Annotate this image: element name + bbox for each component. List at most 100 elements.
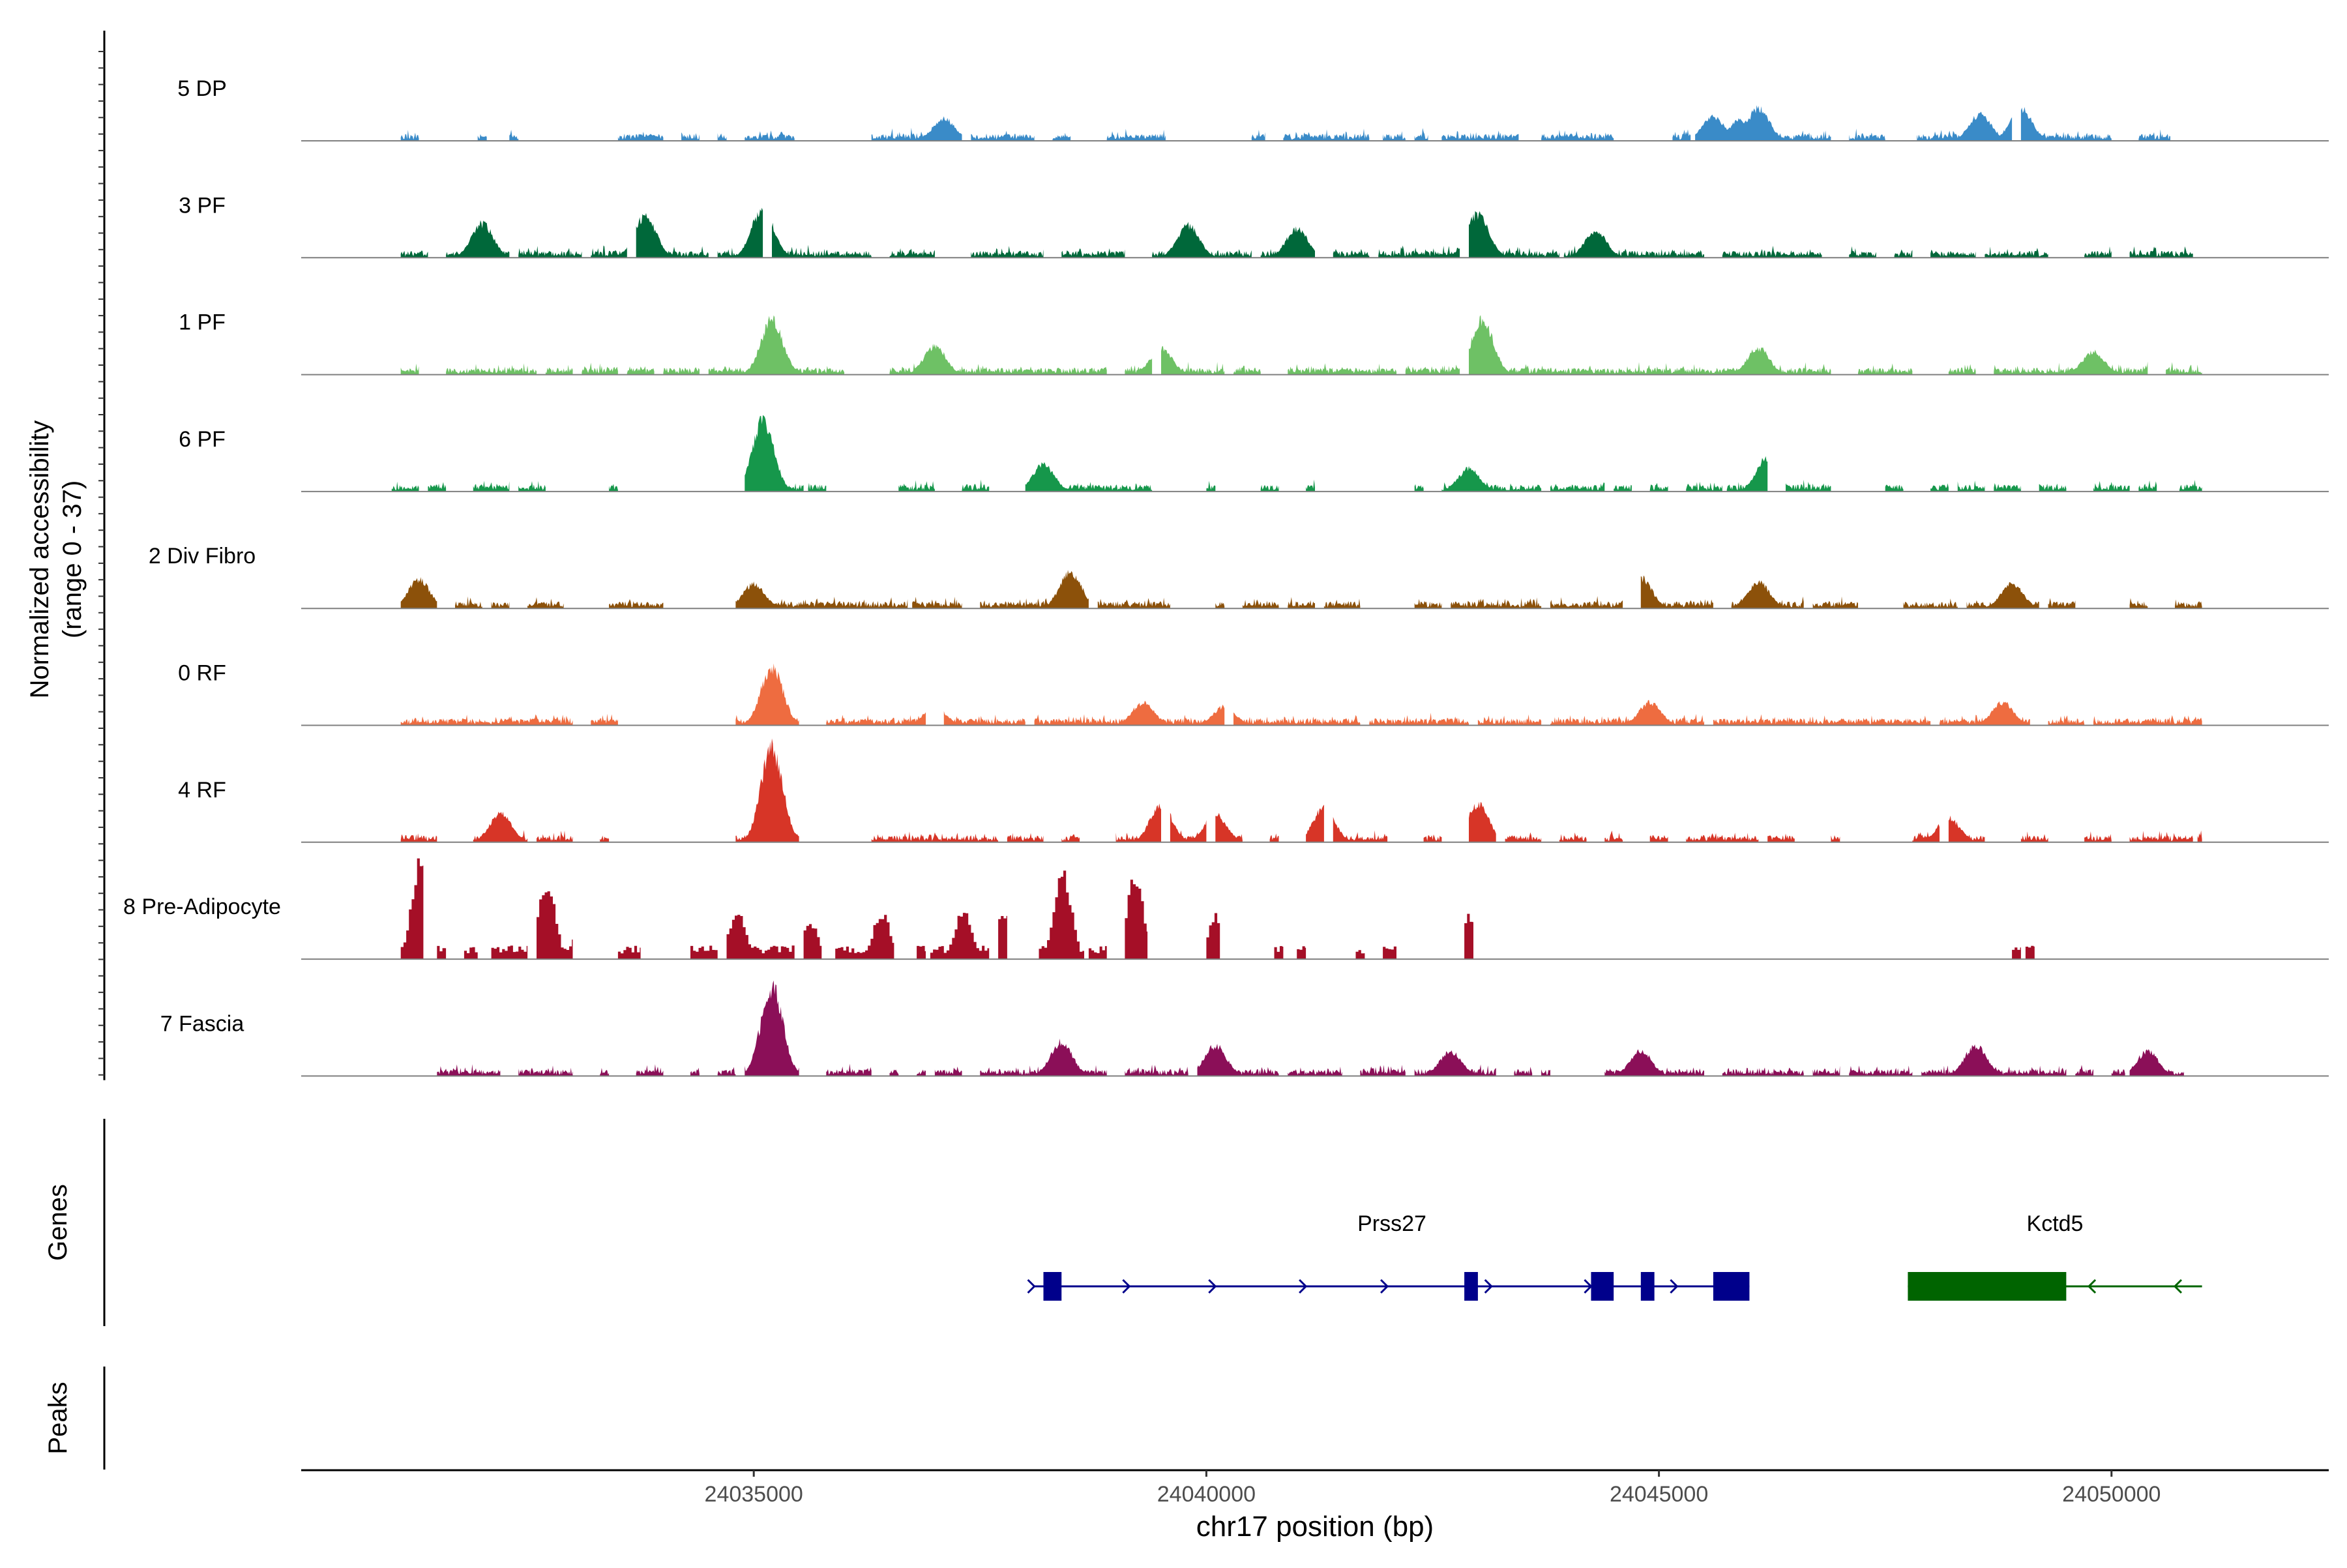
coverage-region [1559, 832, 1587, 842]
coverage-region [591, 245, 627, 258]
coverage-region [537, 831, 573, 842]
coverage-region [1251, 130, 1265, 141]
coverage-region [2129, 831, 2193, 842]
coverage-region [400, 858, 424, 960]
coverage-region [545, 364, 573, 375]
coverage-region [1269, 833, 1279, 842]
coverage-region [518, 1065, 573, 1076]
coverage-region [636, 213, 709, 258]
coverage-region [889, 1069, 899, 1076]
coverage-region [1061, 834, 1080, 842]
coverage-region [600, 835, 610, 842]
coverage-region [1288, 363, 1396, 375]
coverage-region [1994, 483, 2021, 492]
coverage-region [1604, 1049, 1704, 1076]
coverage-region [1288, 1067, 1342, 1076]
coverage-region [477, 134, 487, 141]
coverage-region [1115, 803, 1161, 842]
coverage-region [582, 362, 618, 375]
coverage-region [518, 246, 582, 258]
coverage-region [1414, 599, 1442, 609]
coverage-region [1206, 913, 1220, 960]
coverage-region [446, 363, 537, 375]
coverage-region [1713, 714, 1931, 726]
coverage-region [2111, 1069, 2125, 1076]
coverage-region [943, 711, 1026, 726]
coverage-region [898, 480, 935, 492]
coverage-region [745, 130, 795, 141]
gene-prss27 [1027, 1272, 1750, 1301]
coverage-region [1383, 946, 1396, 960]
coverage-region [826, 1063, 872, 1076]
coverage-region [889, 248, 935, 258]
coverage-region [609, 484, 618, 492]
strand-arrow [1670, 1279, 1679, 1294]
strand-arrow [1122, 1279, 1131, 1294]
coverage-region [636, 1064, 664, 1076]
coverage-region [391, 481, 419, 492]
coverage-region [1550, 596, 1623, 609]
coverage-region [803, 924, 822, 960]
coverage-region [1025, 462, 1080, 492]
coverage-region [1306, 479, 1315, 492]
coverage-region [735, 738, 799, 842]
coverage-region [1930, 250, 1976, 258]
coverage-region [1441, 466, 1542, 492]
coverage-region [400, 833, 437, 842]
coverage-region [1912, 824, 1940, 842]
coverage-region [1514, 1067, 1533, 1076]
coverage-region [745, 415, 804, 492]
coverage-region [826, 712, 926, 726]
coverage-region [1233, 365, 1261, 375]
strand-arrow [1484, 1279, 1493, 1294]
coverage-region [2075, 1065, 2093, 1076]
coverage-region [1940, 701, 2030, 726]
coverage-region [726, 915, 795, 960]
x-tick-label: 24035000 [705, 1482, 803, 1507]
track-9 [301, 980, 2329, 1077]
coverage-region [871, 116, 962, 141]
coverage-region [1288, 597, 1315, 609]
coverage-region [437, 945, 447, 960]
gene-kctd5 [1908, 1272, 2202, 1301]
coverage-region [1242, 599, 1279, 609]
gene-exon [1591, 1272, 1614, 1301]
coverage-region [1297, 946, 1306, 960]
coverage-region [600, 1068, 610, 1076]
coverage-region [835, 915, 894, 960]
coverage-region [491, 601, 510, 609]
gene-exon [1713, 1272, 1750, 1301]
coverage-region [1161, 346, 1225, 375]
coverage-region [1849, 246, 1876, 258]
coverage-region [1441, 130, 1519, 141]
coverage-region [912, 597, 962, 609]
coverage-region [2175, 599, 2202, 609]
track-3 [301, 315, 2329, 376]
coverage-region [1414, 484, 1424, 492]
coverage-region [1451, 597, 1542, 609]
coverage-region [2048, 598, 2076, 609]
coverage-region [717, 133, 727, 141]
coverage-region [473, 481, 510, 492]
coverage-region [527, 597, 564, 609]
coverage-region [617, 132, 664, 141]
coverage-region [1260, 226, 1315, 258]
track-label: 6 PF [179, 427, 226, 452]
coverage-region [1849, 128, 1885, 141]
coverage-region [1604, 830, 1623, 842]
coverage-region [2039, 483, 2067, 492]
coverage-region [1274, 946, 1284, 960]
coverage-region [1097, 597, 1170, 609]
gene-exon [1640, 1272, 1655, 1301]
coverage-region [1469, 315, 1831, 375]
x-tick-label: 24045000 [1610, 1482, 1708, 1507]
coverage-region [1550, 700, 1704, 726]
coverage-region [2138, 129, 2170, 141]
coverage-region [1378, 245, 1460, 258]
coverage-region [1858, 363, 1913, 375]
coverage-region [871, 831, 999, 842]
coverage-region [1283, 128, 1370, 141]
coverage-region [745, 980, 799, 1076]
coverage-region [1541, 130, 1614, 141]
coverage-region [690, 945, 718, 960]
